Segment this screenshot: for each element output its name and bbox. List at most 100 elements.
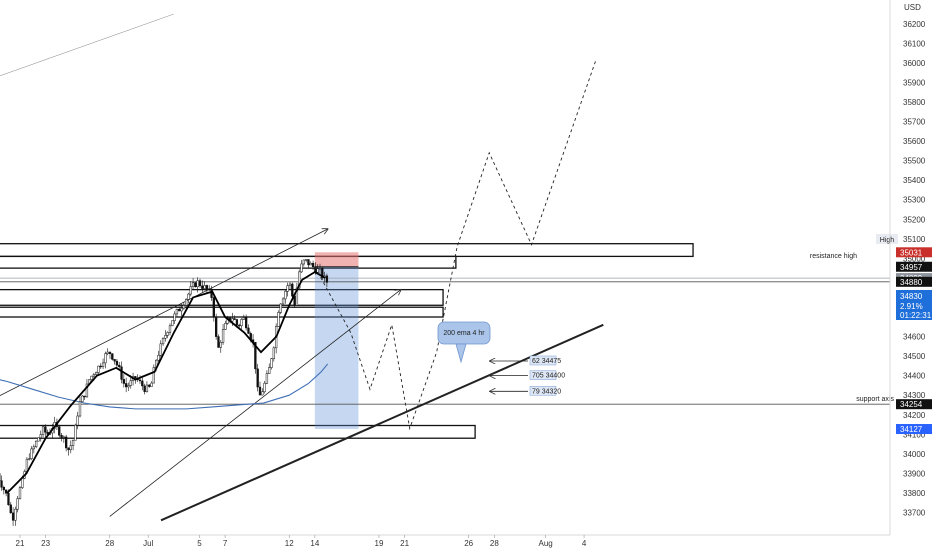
candle-body — [201, 285, 204, 289]
candle-body — [175, 308, 179, 315]
candle-body — [221, 329, 225, 343]
price-tick: 34300 — [903, 391, 926, 400]
candle-body — [240, 319, 243, 327]
price-tick: 34500 — [903, 352, 926, 361]
price-badge-box-1 — [896, 247, 932, 258]
price-tick: 34000 — [903, 450, 926, 459]
candle-body — [16, 498, 19, 510]
candle-body — [134, 376, 137, 379]
candle-body — [71, 439, 75, 446]
candle-body — [9, 504, 12, 514]
candle-body — [101, 362, 105, 367]
candle-body — [272, 347, 275, 359]
target-levels-layer: 62 34475 705 34400 79 34320 — [490, 355, 565, 396]
time-tick: 21 — [400, 539, 409, 548]
candle-body — [238, 324, 241, 327]
candles-layer — [0, 259, 329, 527]
price-tick: 35800 — [903, 98, 926, 107]
candle-body — [74, 424, 77, 441]
candle-body — [233, 318, 236, 320]
ema-callout[interactable]: 200 ema 4 hr — [437, 321, 491, 364]
time-tick: 23 — [41, 539, 50, 548]
currency-label: USD — [904, 3, 921, 12]
price-tick: 36200 — [903, 20, 926, 29]
candle-body — [258, 386, 262, 396]
candle-body — [148, 384, 151, 387]
price-tick: 34400 — [903, 372, 926, 381]
candle-body — [309, 262, 312, 266]
price-badge-box-5 — [896, 399, 932, 410]
time-tick: 28 — [490, 539, 499, 548]
candle-body — [189, 286, 192, 295]
price-tick: 35700 — [903, 118, 926, 127]
candle-body — [150, 382, 153, 387]
candle-body — [208, 288, 211, 290]
time-tick: Jul — [143, 539, 153, 548]
candle-body — [76, 415, 79, 426]
resistance-label: resistance high — [810, 253, 857, 260]
candle-body — [145, 384, 149, 392]
candle-body — [235, 319, 239, 326]
price-tick: 34200 — [903, 411, 926, 420]
zone-1 — [0, 255, 457, 269]
candle-body — [295, 287, 299, 306]
price-tick: 34600 — [903, 333, 926, 342]
candle-body — [196, 280, 199, 288]
candle-body — [152, 367, 155, 384]
price-tick: 36100 — [903, 39, 926, 48]
candle-body — [118, 364, 121, 368]
candle-body — [242, 317, 245, 320]
price-tick: 35400 — [903, 176, 926, 185]
price-badge-box-4 — [896, 276, 932, 287]
price-badge-text-4: 34880 — [900, 278, 923, 287]
candle-body — [173, 313, 176, 321]
candle-body — [78, 401, 82, 417]
candle-body — [129, 380, 132, 386]
ema-200-layer — [0, 363, 329, 410]
price-tick: 33700 — [903, 509, 926, 518]
candle-body — [115, 360, 119, 366]
candle-body — [244, 317, 248, 329]
time-axis[interactable]: 21 23 28 Jul 5 7 12 14 19 21 26 28 Aug 4 — [16, 535, 587, 548]
time-tick: 21 — [16, 539, 25, 548]
candle-body — [281, 298, 285, 305]
time-tick: Aug — [539, 539, 553, 548]
price-tick: 35200 — [903, 215, 926, 224]
candle-body — [261, 391, 264, 396]
candle-body — [65, 436, 68, 449]
target-label-1: 705 34400 — [532, 373, 565, 380]
zone-3 — [0, 306, 444, 318]
ema-short-layer — [6, 270, 326, 494]
candle-body — [168, 325, 172, 333]
trendline-0 — [0, 229, 328, 397]
last-price-badge: 34830 2.91% 01:22:31 — [896, 290, 932, 320]
time-tick: 7 — [223, 539, 228, 548]
candle-body — [143, 385, 146, 392]
candle-body — [302, 259, 305, 265]
trendlines-layer — [0, 13, 604, 522]
candle-body — [161, 338, 165, 345]
candle-body — [95, 372, 98, 375]
candle-body — [187, 293, 190, 300]
candle-body — [122, 379, 125, 384]
candle-body — [83, 395, 86, 398]
position-tool[interactable] — [314, 252, 359, 430]
candle-body — [97, 365, 100, 373]
candle-body — [219, 342, 222, 348]
high-tag-box — [876, 234, 898, 244]
candle-body — [224, 323, 227, 330]
time-tick: 26 — [464, 539, 473, 548]
candle-body — [41, 426, 45, 435]
price-tick: 34100 — [903, 430, 926, 439]
candle-body — [90, 375, 93, 380]
candle-body — [120, 366, 123, 380]
candle-body — [7, 493, 10, 506]
candle-body — [198, 280, 202, 287]
candle-body — [210, 288, 213, 298]
projection-path — [314, 60, 597, 431]
candle-body — [113, 359, 116, 362]
candle-body — [11, 512, 15, 521]
target-box-2 — [529, 386, 557, 396]
candle-body — [21, 477, 24, 488]
